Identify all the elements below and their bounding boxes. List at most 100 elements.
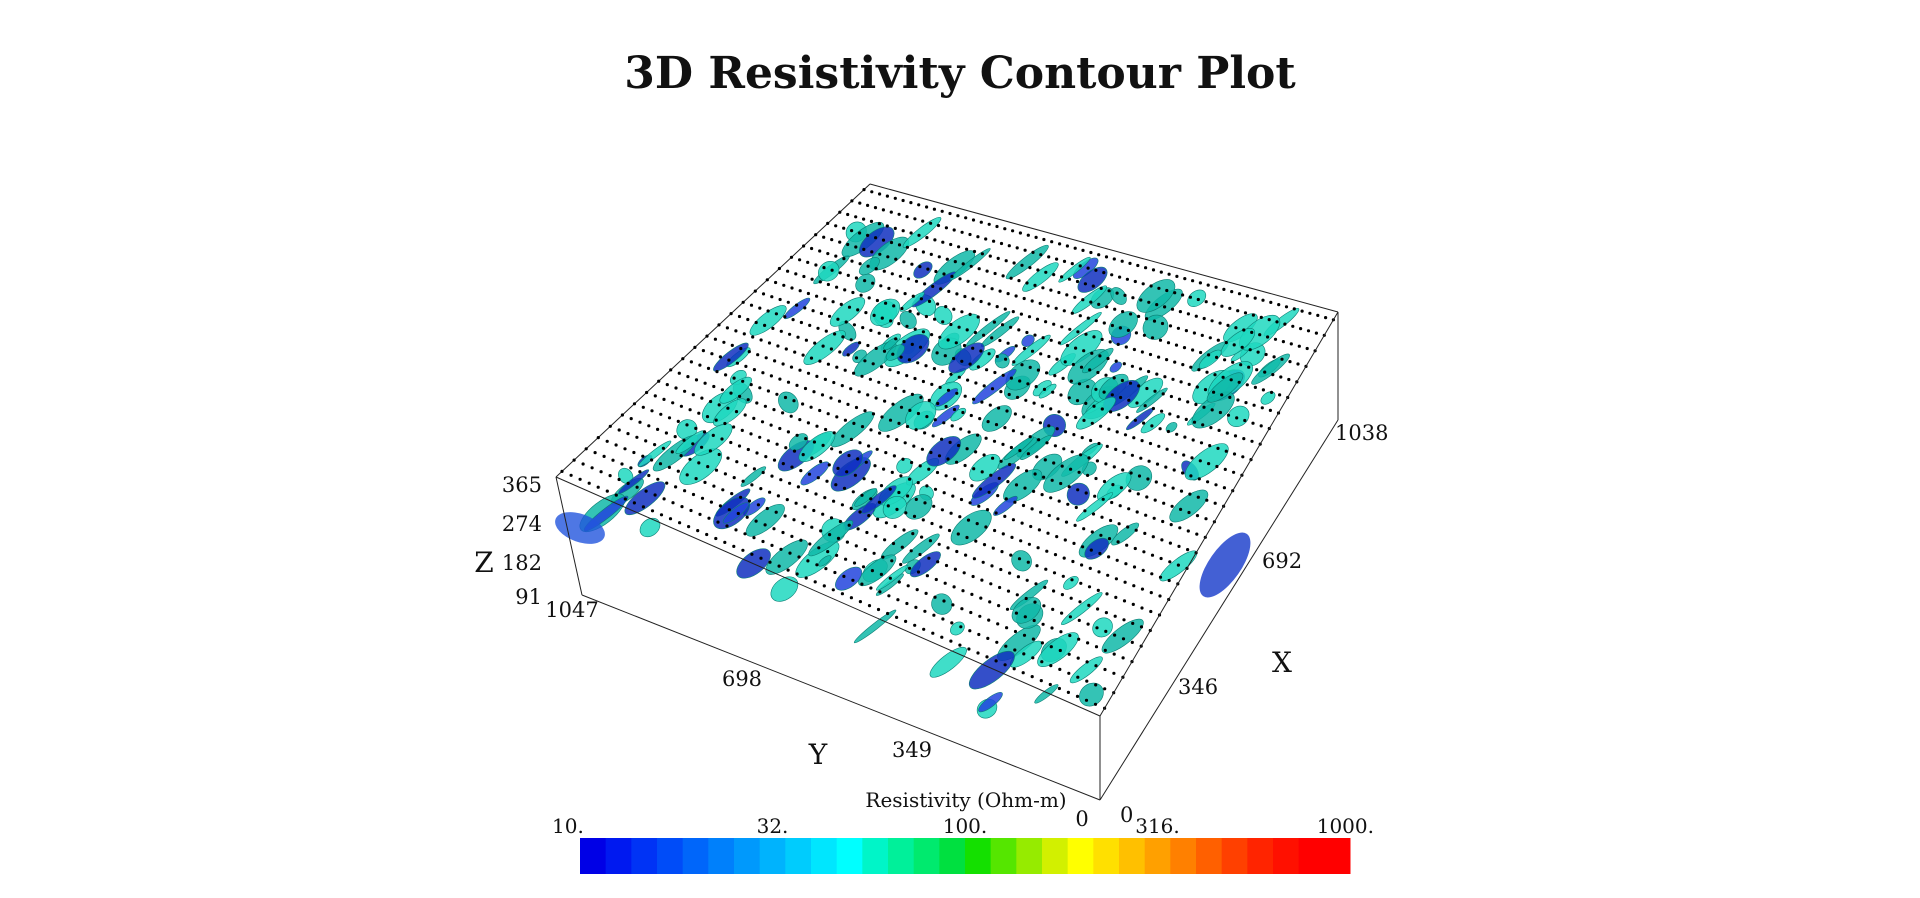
electrode-point [830,268,834,272]
electrode-point [1042,604,1046,608]
electrode-point [970,484,974,488]
isosurface-blob [1076,396,1116,430]
electrode-point [1110,393,1114,397]
electrode-point [880,415,884,419]
electrode-point [771,326,775,330]
electrode-point [1028,435,1032,439]
electrode-point [1112,257,1116,261]
electrode-point [1010,535,1014,540]
electrode-point [904,511,908,515]
electrode-point [972,467,976,471]
electrode-point [696,529,700,533]
electrode-point [840,592,845,596]
electrode-point [1030,349,1035,353]
electrode-point [1205,370,1209,374]
electrode-point [1119,486,1123,490]
electrode-point [724,373,728,377]
isosurface-blob [950,509,992,546]
electrode-point [836,536,841,541]
electrode-point [888,487,892,491]
electrode-point [1026,382,1030,386]
electrode-point [678,521,682,525]
electrode-point [941,617,945,621]
electrode-point [1063,360,1067,364]
electrode-point [766,309,770,313]
electrode-point [1067,396,1071,400]
electrode-point [897,580,901,584]
electrode-point [1134,331,1138,335]
y-tick-label: 698 [722,667,762,691]
electrode-point [908,408,912,412]
electrode-point [1226,323,1230,327]
colorbar-swatch [1016,838,1043,874]
electrode-point [1079,453,1083,457]
electrode-point [1031,637,1035,641]
electrode-point [946,338,950,342]
electrode-point [1158,338,1163,342]
electrode-point [921,379,926,384]
electrode-point [1051,390,1055,394]
electrode-point [1089,438,1093,443]
electrode-point [1077,470,1081,474]
electrode-point [956,214,960,218]
electrode-point [969,264,973,268]
electrode-point [1023,486,1027,490]
electrode-point [1053,444,1057,448]
electrode-point [864,460,868,464]
electrode-point [1204,517,1208,521]
electrode-point [879,284,883,288]
electrode-point [897,421,901,425]
electrode-point [813,580,817,584]
electrode-line [717,323,1226,508]
electrode-point [581,462,585,466]
electrode-point [815,294,819,298]
electrode-point [1205,498,1209,502]
electrode-point [1055,357,1059,361]
isosurface-blob [1165,422,1178,433]
electrode-point [785,498,789,502]
electrode-point [587,481,591,485]
electrode-point [1007,244,1011,248]
isosurface-blob [1058,256,1091,283]
electrode-point [795,433,799,437]
electrode-point [933,317,937,321]
electrode-point [1050,240,1054,244]
electrode-point [875,298,880,303]
electrode-point [976,235,980,239]
electrode-point [700,396,704,400]
electrode-point [729,391,733,395]
isosurface-blob [853,609,897,644]
electrode-point [599,470,603,474]
isosurface-blob [900,292,925,312]
electrode-point [1226,413,1231,417]
electrode-point [786,300,790,304]
electrode-point [680,505,684,509]
electrode-point [865,530,869,535]
colorbar-swatch [785,838,812,874]
electrode-point [877,500,882,504]
electrode-point [705,532,709,537]
electrode-point [1130,364,1134,368]
electrode-point [836,466,840,470]
electrode-point [1085,679,1089,683]
electrode-point [620,413,625,417]
electrode-point [1033,600,1037,604]
electrode-point [866,233,870,237]
electrode-point [965,535,969,540]
electrode-point [853,473,858,477]
electrode-point [1014,344,1018,348]
electrode-point [1223,358,1227,362]
electrode-line [765,278,1262,446]
electrode-point [861,326,865,330]
electrode-point [1059,481,1063,486]
electrode-point [1027,315,1032,319]
electrode-point [632,450,636,455]
electrode-point [921,330,926,334]
electrode-point [715,370,719,374]
electrode-point [1112,376,1116,380]
electrode-point [916,411,921,416]
electrode-point [775,442,779,446]
electrode-point [958,643,962,647]
electrode-point [709,500,714,504]
electrode-point [834,483,838,487]
